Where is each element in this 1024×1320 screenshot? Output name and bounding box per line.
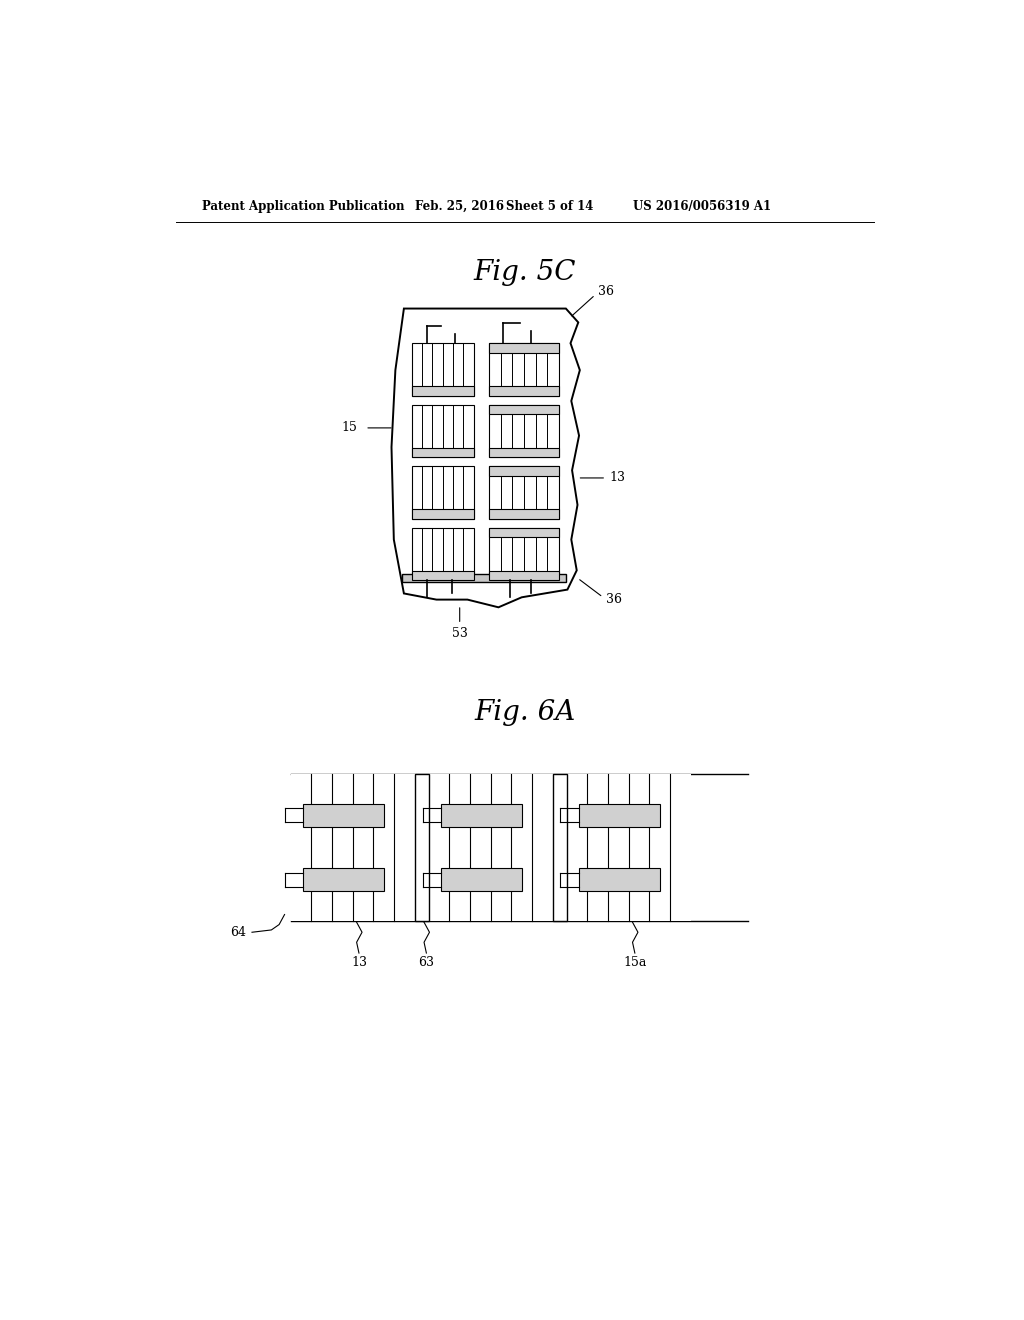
Bar <box>412 405 474 457</box>
Bar <box>489 447 559 457</box>
Bar <box>553 775 566 921</box>
Text: 36: 36 <box>606 593 623 606</box>
Bar <box>429 775 553 921</box>
Bar <box>412 343 474 396</box>
Bar <box>489 405 559 457</box>
Bar <box>415 775 429 921</box>
Bar <box>412 510 474 519</box>
Text: Fig. 6A: Fig. 6A <box>474 700 575 726</box>
Bar <box>489 528 559 581</box>
Text: 36: 36 <box>598 285 614 298</box>
Bar <box>489 528 559 537</box>
Text: Feb. 25, 2016: Feb. 25, 2016 <box>415 199 504 213</box>
Bar <box>291 775 415 921</box>
Text: Patent Application Publication: Patent Application Publication <box>203 199 404 213</box>
Bar <box>412 447 474 457</box>
Bar <box>303 804 384 828</box>
Bar <box>489 343 559 396</box>
Text: Sheet 5 of 14: Sheet 5 of 14 <box>506 199 594 213</box>
Bar <box>303 869 384 891</box>
Bar <box>412 466 474 519</box>
Bar <box>489 466 559 519</box>
Text: 53: 53 <box>452 627 468 640</box>
Bar <box>489 405 559 414</box>
Bar <box>412 528 474 581</box>
Bar <box>579 804 659 828</box>
Bar <box>579 869 659 891</box>
Text: 63: 63 <box>419 956 434 969</box>
Bar <box>441 869 521 891</box>
Text: 15a: 15a <box>624 956 646 969</box>
Bar <box>412 387 474 396</box>
Bar <box>489 387 559 396</box>
Bar <box>566 775 690 921</box>
Bar <box>489 466 559 475</box>
Bar <box>441 804 521 828</box>
Text: 13: 13 <box>609 471 626 484</box>
Bar <box>489 510 559 519</box>
Bar <box>489 572 559 581</box>
Bar <box>401 574 566 582</box>
Bar <box>412 572 474 581</box>
Text: Fig. 5C: Fig. 5C <box>473 259 577 286</box>
Text: 64: 64 <box>229 925 246 939</box>
Polygon shape <box>391 309 580 607</box>
Text: 13: 13 <box>351 956 367 969</box>
Text: US 2016/0056319 A1: US 2016/0056319 A1 <box>633 199 771 213</box>
Text: 15: 15 <box>342 421 357 434</box>
Bar <box>489 343 559 352</box>
